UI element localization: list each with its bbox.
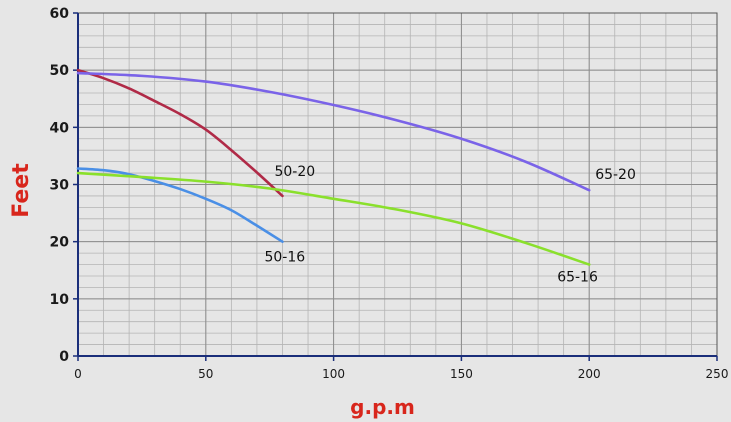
x-tick-label: 150: [450, 367, 473, 381]
series-line-65-16: [76, 171, 591, 266]
series-label-50-20: 50-20: [274, 164, 315, 180]
y-tick-label: 30: [50, 178, 70, 194]
series-label-50-16: 50-16: [264, 250, 305, 266]
series-label-65-20: 65-20: [595, 167, 636, 183]
y-tick-label: 60: [50, 6, 70, 22]
series-line-50-16: [76, 167, 284, 243]
y-tick-label: 40: [50, 120, 70, 136]
x-tick-label: 100: [322, 367, 345, 381]
series-line-65-20: [76, 71, 591, 192]
series-line-50-20: [76, 68, 284, 198]
series-lines: [76, 68, 591, 266]
tick-labels: 0 50 100 150 200 250 0 10 20 30 40 50 60: [50, 6, 729, 381]
y-axis-title: Feet: [9, 163, 34, 218]
y-tick-label: 20: [50, 235, 70, 251]
x-tick-label: 50: [198, 367, 213, 381]
y-tick-label: 50: [50, 63, 70, 79]
x-tick-label: 0: [74, 367, 82, 381]
series-label-65-16: 65-16: [557, 270, 598, 286]
x-axis-title: g.p.m: [350, 395, 415, 419]
y-tick-label: 0: [59, 349, 69, 365]
x-tick-label: 200: [578, 367, 601, 381]
series-labels: 50-20 50-16 65-20 65-16: [264, 164, 635, 286]
x-tick-label: 250: [706, 367, 729, 381]
y-tick-label: 10: [50, 292, 70, 308]
